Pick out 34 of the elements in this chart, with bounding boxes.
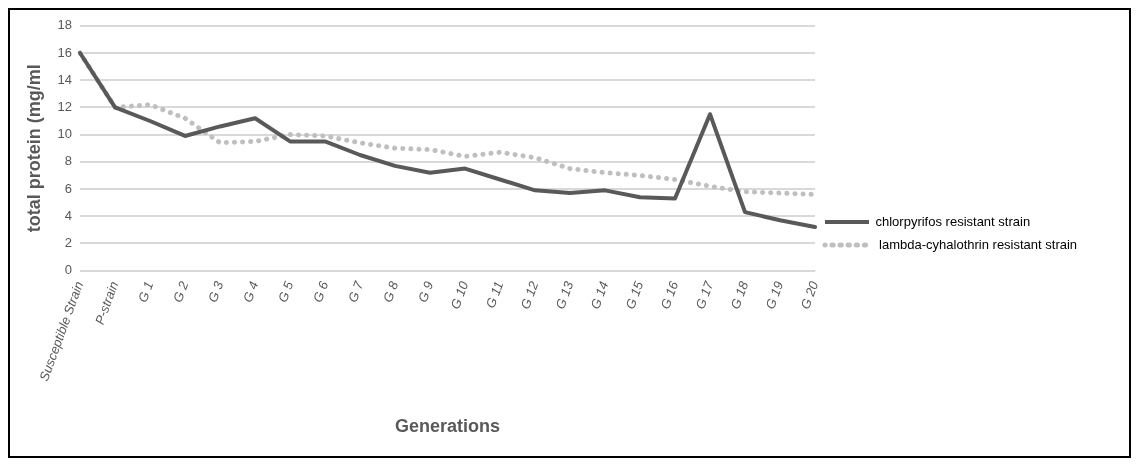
x-tick-label: G 14: [587, 279, 612, 312]
x-tick-label: G 15: [622, 278, 647, 312]
x-tick-label: G 13: [552, 278, 577, 312]
y-tick-label: 8: [64, 153, 73, 169]
x-tick-label: G 5: [274, 278, 297, 305]
x-tick-label: G 9: [414, 279, 437, 305]
x-axis-title: Generations: [395, 416, 501, 437]
y-tick-label: 16: [57, 44, 73, 60]
y-tick-label: 6: [64, 180, 73, 196]
x-tick-label: G 12: [517, 278, 542, 312]
y-tick-label: 10: [57, 126, 73, 142]
x-tick-label: G 10: [447, 278, 472, 312]
x-tick-label: G 8: [379, 278, 402, 305]
x-tick-label: G 18: [727, 278, 752, 312]
x-tick-label: G 2: [170, 278, 192, 305]
y-tick-label: 14: [57, 71, 73, 87]
x-tick-label: G 1: [135, 279, 157, 305]
x-tick-label: G 4: [239, 279, 262, 305]
y-tick-label: 4: [64, 207, 73, 223]
x-tick-label: G 20: [797, 278, 822, 312]
x-tick-label: G 19: [762, 279, 787, 312]
x-tick-label: G 6: [309, 278, 332, 305]
x-tick-label: G 11: [482, 279, 507, 311]
x-tick-label: G 7: [344, 278, 367, 305]
y-axis-title: total protein (mg/ml: [23, 64, 44, 233]
y-tick-label: 12: [57, 98, 73, 114]
legend-label: lambda-cyhalothrin resistant strain: [875, 236, 1078, 252]
x-tick-label: G 16: [657, 278, 682, 312]
y-tick-label: 0: [64, 262, 73, 278]
legend-label: chlorpyrifos resistant strain: [875, 213, 1031, 229]
x-tick-label: G 17: [692, 278, 717, 312]
y-tick-label: 2: [64, 234, 73, 250]
x-tick-label: G 3: [204, 278, 227, 305]
y-tick-label: 18: [57, 17, 73, 33]
